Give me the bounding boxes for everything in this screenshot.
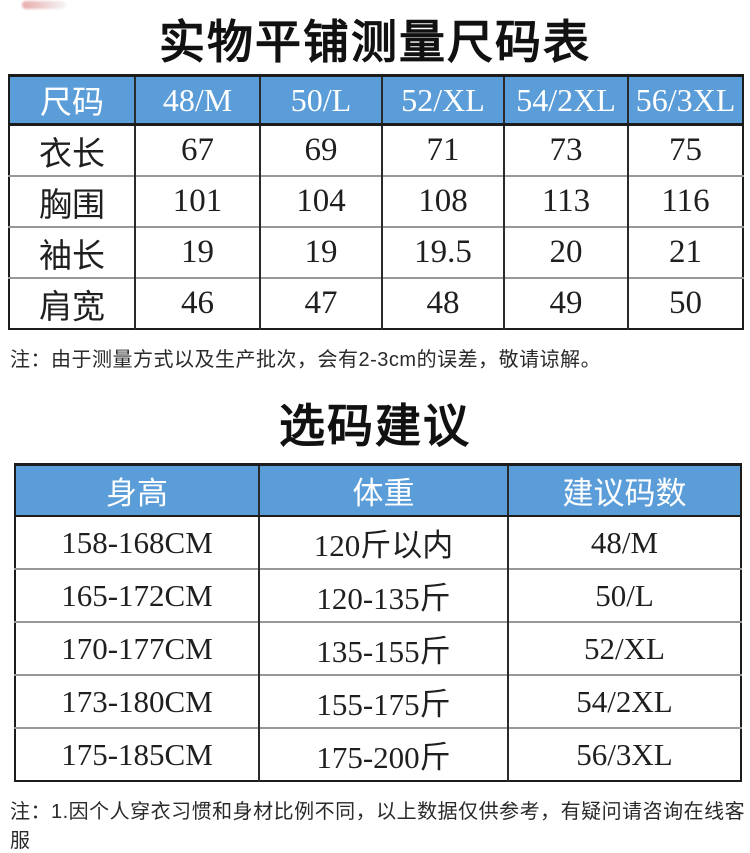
suggestion-row: 170-177CM 135-155斤 52/XL [15,621,741,675]
value-cell: 113 [503,175,628,227]
row-label: 衣长 [39,136,105,173]
value-cell: 104 [259,175,382,227]
value-cell: 49 [503,277,628,329]
weight-cell: 135-155斤 [258,621,508,675]
row-label: 肩宽 [9,277,135,329]
header-cell-56-3xl: 56/3XL [627,75,743,126]
suggestion-row: 165-172CM 120-135斤 50/L [15,568,741,622]
height-cell: 173-180CM [15,674,259,728]
header-cell-suggested-size: 建议码数 [507,464,741,517]
measurement-tolerance-note: 注：由于测量方式以及生产批次，会有2-3cm的误差，敬请谅解。 [10,349,602,371]
weight-cell: 175-200斤 [258,727,508,781]
suggestion-row: 175-185CM 175-200斤 56/3XL [15,727,741,781]
size-table-header-row: 尺码 48/M 50/L 52/XL 54/2XL 56/3XL [9,75,743,126]
header-cell-52xl: 52/XL [381,75,504,126]
table-row-sleeve: 袖长 19 19 19.5 20 21 [9,226,743,278]
size-suggestion-title: 选码建议 [279,400,471,452]
value-cell: 67 [134,124,260,176]
height-cell: 175-185CM [15,727,259,781]
value-cell: 20 [503,226,628,278]
row-label: 袖长 [9,226,135,278]
suggestion-row: 158-168CM 120斤以内 48/M [15,516,741,569]
header-cell-weight: 体重 [258,464,508,517]
header-cell-48m: 48/M [134,75,260,126]
suggestion-header-row: 身高 体重 建议码数 [15,464,741,517]
value-cell: 69 [259,124,382,176]
size-cell: 52/XL [507,621,741,675]
value-cell: 73 [503,124,628,176]
header-cell-54-2xl: 54/2XL [503,75,628,126]
value-cell: 75 [627,124,743,176]
value-cell: 47 [259,277,382,329]
suggestion-row: 173-180CM 155-175斤 54/2XL [15,674,741,728]
value-cell: 48 [381,277,504,329]
measurement-size-table: 尺码 48/M 50/L 52/XL 54/2XL 56/3XL 衣长 67 6… [8,74,744,330]
size-suggestion-table: 身高 体重 建议码数 158-168CM 120斤以内 48/M 165-172… [14,463,742,782]
table-row-garment-length: 衣长 67 69 71 73 75 [9,124,743,176]
table-row-shoulder: 肩宽 46 47 48 49 50 [9,277,743,329]
weight-cell: 155-175斤 [258,674,508,728]
value-cell: 46 [134,277,260,329]
height-cell: 170-177CM [15,621,259,675]
size-cell: 50/L [507,568,741,622]
weight-cell: 120斤以内 [258,516,508,569]
header-cell-size: 尺码 [9,75,135,126]
suggestion-disclaimer-note: 注：1.因个人穿衣习惯和身材比例不同，以上数据仅供参考，有疑问请咨询在线客服 [10,801,746,852]
header-cell-50l: 50/L [259,75,382,126]
value-cell: 21 [627,226,743,278]
value-cell: 19 [259,226,382,278]
table-row-chest: 胸围 101 104 108 113 116 [9,175,743,227]
header-cell-height: 身高 [15,464,259,517]
weight-cell: 120-135斤 [258,568,508,622]
value-cell: 108 [381,175,504,227]
value-cell: 50 [627,277,743,329]
value-cell: 116 [627,175,743,227]
height-cell: 158-168CM [61,524,213,560]
value-cell: 101 [134,175,260,227]
corner-smudge-artifact [22,1,66,9]
size-cell: 54/2XL [507,674,741,728]
value-cell: 19.5 [381,226,504,278]
size-cell: 56/3XL [507,727,741,781]
size-cell: 48/M [507,516,741,569]
value-cell: 19 [134,226,260,278]
height-cell: 165-172CM [15,568,259,622]
measurement-table-title: 实物平铺测量尺码表 [159,16,591,68]
row-label: 胸围 [9,175,135,227]
value-cell: 71 [381,124,504,176]
